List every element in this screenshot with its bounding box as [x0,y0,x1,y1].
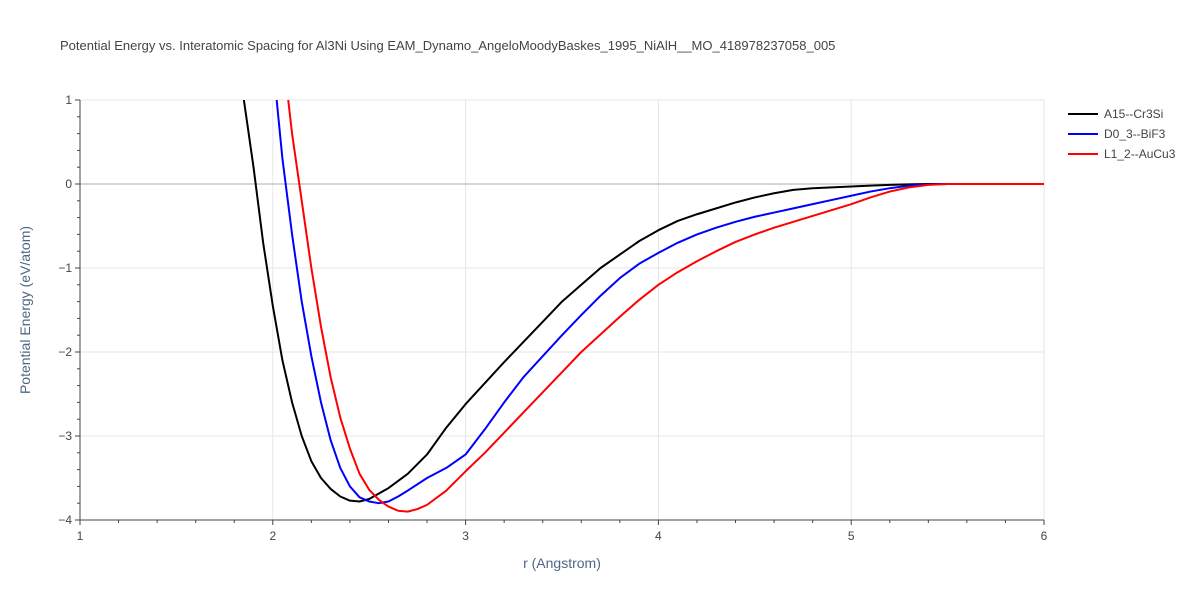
legend: A15--Cr3Si D0_3--BiF3 L1_2--AuCu3 [1068,107,1176,161]
y-tick-label: −1 [58,261,72,275]
series-line [275,100,1044,505]
x-tick-label: 2 [269,529,276,543]
x-tick-label: 4 [655,529,662,543]
series-line [242,100,1044,503]
y-tick-label: −2 [58,345,72,359]
y-tick-label: 1 [65,93,72,107]
series-line [287,100,1044,513]
x-axis-title: r (Angstrom) [523,555,601,571]
chart-title: Potential Energy vs. Interatomic Spacing… [60,38,835,53]
legend-label: L1_2--AuCu3 [1104,147,1176,161]
y-axis-title: Potential Energy (eV/atom) [17,226,33,394]
y-tick-label: −3 [58,429,72,443]
x-tick-label: 5 [848,529,855,543]
y-tick-label: 0 [65,177,72,191]
legend-label: D0_3--BiF3 [1104,127,1166,141]
plot-area [242,100,1044,513]
tick-labels: 1 2 3 4 5 6 1 0 −1 −2 −3 −4 [58,93,1047,543]
x-tick-label: 1 [77,529,84,543]
axes [75,99,1045,525]
grid [80,99,1045,520]
legend-label: A15--Cr3Si [1104,107,1163,121]
x-tick-label: 6 [1041,529,1048,543]
x-tick-label: 3 [462,529,469,543]
y-tick-label: −4 [58,513,72,527]
